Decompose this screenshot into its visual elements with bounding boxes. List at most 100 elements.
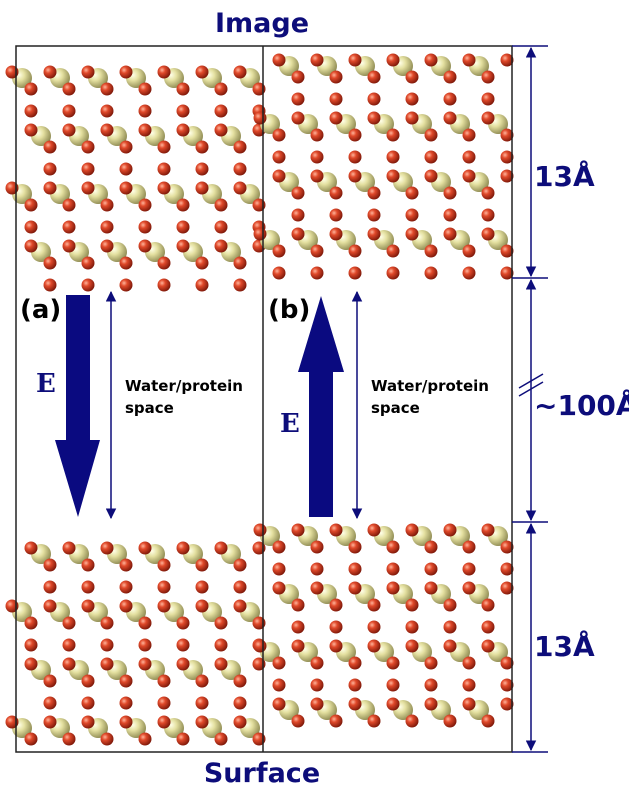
atom: [139, 733, 152, 746]
atom: [101, 124, 114, 137]
atom: [120, 163, 133, 176]
atom: [25, 639, 38, 652]
atom: [234, 559, 247, 572]
atom: [120, 675, 133, 688]
atom: [44, 279, 57, 292]
atom: [158, 697, 171, 710]
atom: [463, 563, 476, 576]
atom: [139, 83, 152, 96]
atom: [444, 599, 457, 612]
atom: [273, 698, 286, 711]
atom: [463, 129, 476, 142]
atom: [463, 54, 476, 67]
atom: [101, 658, 114, 671]
atom: [82, 66, 95, 79]
atom: [120, 182, 133, 195]
atom: [25, 199, 38, 212]
atom: [292, 524, 305, 537]
atom: [196, 675, 209, 688]
atom: [215, 639, 228, 652]
atom: [349, 129, 362, 142]
atom: [234, 600, 247, 613]
atom: [25, 542, 38, 555]
atom: [234, 66, 247, 79]
atom: [406, 621, 419, 634]
atom: [406, 640, 419, 653]
atom: [349, 563, 362, 576]
atom: [82, 581, 95, 594]
atom: [444, 640, 457, 653]
atom: [25, 105, 38, 118]
atom: [139, 639, 152, 652]
dimension-label: ~100Å: [534, 388, 629, 422]
atom: [63, 658, 76, 671]
atom: [292, 599, 305, 612]
atom: [215, 199, 228, 212]
atom: [25, 658, 38, 671]
atom: [425, 245, 438, 258]
atom: [139, 542, 152, 555]
atom: [425, 129, 438, 142]
atom: [120, 141, 133, 154]
atom: [349, 267, 362, 280]
atom: [463, 245, 476, 258]
atom: [44, 559, 57, 572]
atom: [444, 209, 457, 222]
atom: [292, 71, 305, 84]
atom: [311, 245, 324, 258]
atom: [120, 559, 133, 572]
atom: [463, 267, 476, 280]
atom: [101, 733, 114, 746]
atom: [63, 240, 76, 253]
atom: [82, 675, 95, 688]
atom: [463, 698, 476, 711]
atom: [425, 267, 438, 280]
atom: [158, 66, 171, 79]
atom: [273, 679, 286, 692]
atom: [63, 199, 76, 212]
space-label: space: [125, 399, 174, 417]
atom: [44, 257, 57, 270]
atom: [196, 141, 209, 154]
atom: [406, 93, 419, 106]
atom: [444, 715, 457, 728]
atom: [215, 240, 228, 253]
atom: [63, 83, 76, 96]
field-arrow: [55, 295, 100, 517]
atom: [387, 151, 400, 164]
atom: [158, 141, 171, 154]
atom: [25, 617, 38, 630]
atom: [82, 141, 95, 154]
atom: [120, 257, 133, 270]
atom: [177, 658, 190, 671]
atom: [82, 697, 95, 710]
atom: [463, 657, 476, 670]
atom: [444, 187, 457, 200]
atom: [425, 54, 438, 67]
atom: [311, 563, 324, 576]
field-label: E: [280, 409, 300, 439]
atom: [311, 151, 324, 164]
atom: [158, 559, 171, 572]
dimension-label: 13Å: [534, 159, 595, 193]
atom: [273, 267, 286, 280]
atom: [101, 240, 114, 253]
field-label: E: [36, 369, 56, 399]
atom: [234, 716, 247, 729]
atom: [273, 245, 286, 258]
atom: [44, 581, 57, 594]
atom: [215, 105, 228, 118]
atom: [273, 657, 286, 670]
atom: [44, 600, 57, 613]
atom: [234, 675, 247, 688]
atom: [44, 716, 57, 729]
atom: [177, 733, 190, 746]
atom: [330, 228, 343, 241]
atom: [158, 675, 171, 688]
atom: [330, 209, 343, 222]
atom: [25, 240, 38, 253]
atom: [425, 679, 438, 692]
atom: [330, 599, 343, 612]
atom: [349, 245, 362, 258]
atom: [158, 163, 171, 176]
